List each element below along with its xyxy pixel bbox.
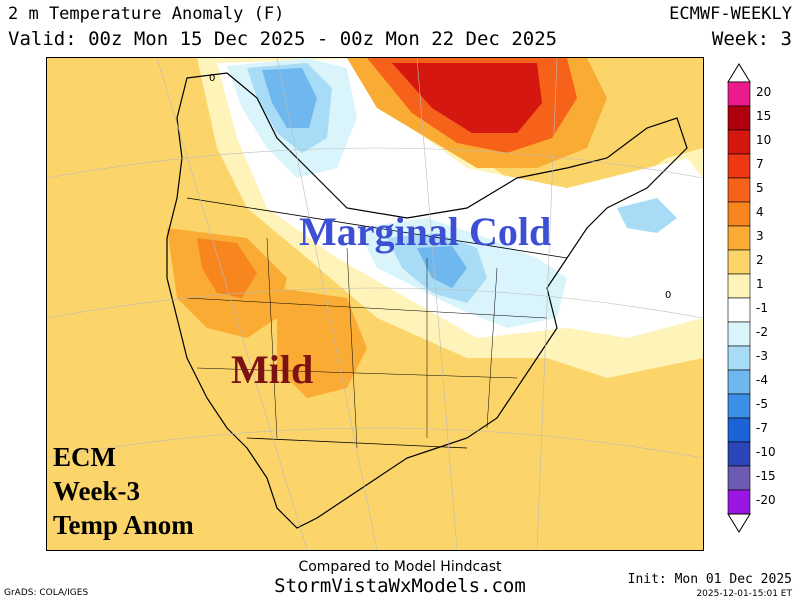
init-time: Init: Mon 01 Dec 2025 — [627, 572, 792, 587]
annotation-mild: Mild — [231, 347, 314, 392]
legend-label: 20 — [756, 85, 772, 99]
meridian-lines — [156, 58, 558, 550]
parallel-lines — [47, 147, 703, 459]
legend-label: 2 — [756, 253, 764, 267]
color-legend-bar — [727, 63, 751, 533]
legend-label: 10 — [756, 133, 772, 147]
footer-credit: GrADS: COLA/IGES — [4, 588, 89, 598]
color-legend: 20 15 10 7 5 4 3 2 1 -1 -2 -3 -4 -5 -7 -10 -15 -20 — [718, 62, 798, 562]
legend-label: -2 — [756, 325, 768, 339]
legend-swatch — [727, 105, 751, 131]
legend-label: -15 — [756, 469, 776, 483]
legend-label: -4 — [756, 373, 768, 387]
legend-swatch — [727, 129, 751, 155]
legend-swatch — [727, 321, 751, 347]
legend-label: 15 — [756, 109, 772, 123]
legend-label: -5 — [756, 397, 768, 411]
legend-swatch — [727, 153, 751, 179]
legend-label: 7 — [756, 157, 764, 171]
us-canada-border — [186, 197, 568, 259]
legend-label: 1 — [756, 277, 764, 291]
legend-label: 5 — [756, 181, 764, 195]
legend-swatch — [727, 225, 751, 251]
generated-timestamp: 2025-12-01-15:01 ET — [696, 589, 792, 599]
footer-note: Compared to Model Hindcast — [298, 559, 502, 575]
contour-label-0: 0 — [209, 73, 215, 84]
anomaly-map: 0 0 Marginal Cold Mild ECM Week-3 Temp A… — [46, 57, 704, 551]
annotation-ecm-line: ECM — [53, 442, 116, 472]
map-title: 2 m Temperature Anomaly (F) — [8, 4, 285, 24]
warm-zone-hudson-3 — [392, 63, 542, 133]
annotation-ecm-line: Temp Anom — [53, 510, 194, 540]
legend-swatch — [727, 417, 751, 443]
annotation-marginal-cold: Marginal Cold — [299, 209, 552, 254]
valid-period: Valid: 00z Mon 15 Dec 2025 - 00z Mon 22 … — [8, 28, 558, 50]
warm-zone-southwest — [277, 288, 367, 398]
legend-swatch — [727, 345, 751, 371]
legend-swatch — [727, 489, 751, 515]
legend-label: 3 — [756, 229, 764, 243]
cold-zone-great-lakes-3 — [417, 246, 467, 288]
legend-swatch — [727, 441, 751, 467]
footer-website: StormVistaWxModels.com — [274, 575, 526, 597]
cold-zone-atlantic — [617, 198, 677, 233]
model-name: ECMWF-WEEKLY — [669, 4, 792, 24]
legend-swatch — [727, 369, 751, 395]
legend-label: -1 — [756, 301, 768, 315]
legend-label: -10 — [756, 445, 776, 459]
annotation-ecm-line: Week-3 — [53, 476, 140, 506]
legend-swatch — [727, 273, 751, 299]
legend-label: -3 — [756, 349, 768, 363]
warm-zone-west-2 — [197, 238, 257, 298]
map-canvas: 0 0 — [47, 58, 703, 550]
forecast-week: Week: 3 — [711, 28, 792, 50]
contour-label-1: 0 — [665, 290, 671, 301]
legend-label: 4 — [756, 205, 764, 219]
legend-arrow-bottom — [727, 513, 751, 533]
legend-swatch — [727, 249, 751, 275]
legend-swatch — [727, 393, 751, 419]
state-lines — [266, 237, 498, 449]
legend-swatch — [727, 81, 751, 107]
legend-swatch — [727, 465, 751, 491]
legend-arrow-top — [727, 63, 751, 83]
annotation-ecm-block: ECM Week-3 Temp Anom — [53, 440, 194, 542]
legend-swatch — [727, 177, 751, 203]
north-america-outline — [166, 72, 688, 529]
legend-label: -20 — [756, 493, 776, 507]
legend-label: -7 — [756, 421, 768, 435]
state-lines-horizontal — [186, 297, 548, 379]
legend-swatch — [727, 297, 751, 323]
cold-zone-northwest-3 — [262, 68, 317, 128]
legend-swatch — [727, 201, 751, 227]
